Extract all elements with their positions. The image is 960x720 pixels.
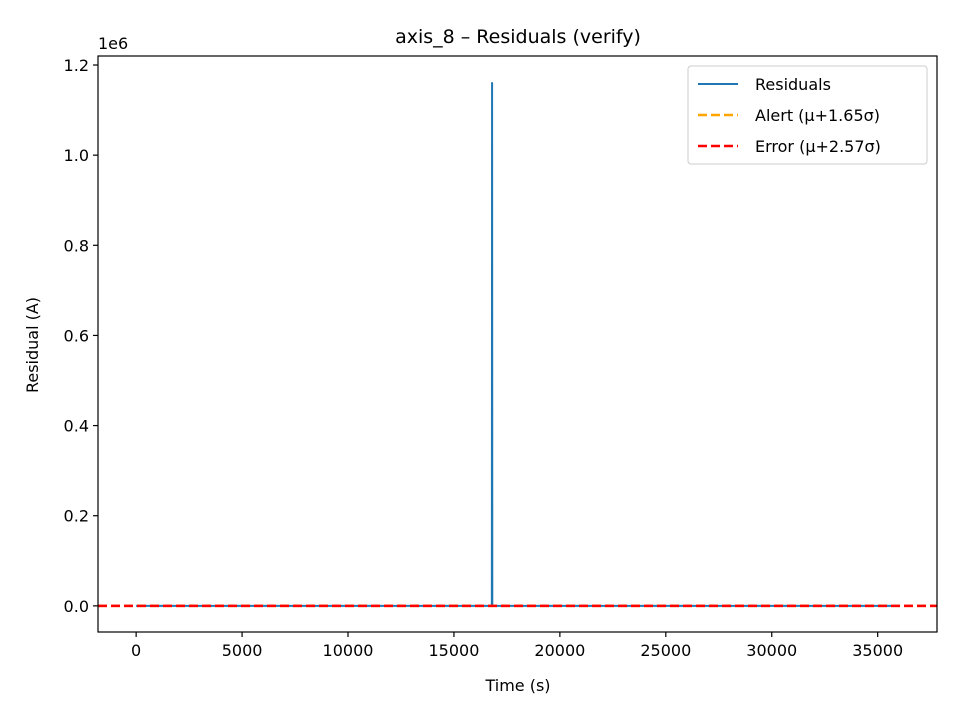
plot-frame [97, 55, 938, 633]
y-tick-label: 0.0 [64, 597, 89, 616]
legend: Residuals Alert (μ+1.65σ) Error (μ+2.57σ) [687, 65, 928, 165]
legend-box [687, 65, 928, 165]
x-axis-title: Time (s) [484, 676, 550, 695]
chart-title: axis_8 – Residuals (verify) [395, 26, 641, 48]
x-tick-label: 35000 [852, 641, 903, 660]
legend-label: Error (μ+2.57σ) [755, 137, 881, 156]
y-tick-label: 0.8 [64, 236, 89, 255]
x-tick-label: 15000 [428, 641, 479, 660]
x-tick-label: 10000 [323, 641, 374, 660]
y-tick-label: 1.0 [64, 146, 89, 165]
plot-area [98, 82, 937, 608]
y-axis-title: Residual (A) [23, 297, 42, 393]
x-tick-label: 20000 [534, 641, 585, 660]
x-tick-label: 25000 [640, 641, 691, 660]
legend-label: Residuals [755, 75, 831, 94]
x-tick-label: 5000 [222, 641, 263, 660]
axes: 0 5000 10000 15000 20000 25000 30000 35000 0.0 0.… [64, 55, 938, 660]
x-tick-label: 30000 [746, 641, 797, 660]
y-tick-label: 0.4 [64, 417, 89, 436]
y-offset-label: 1e6 [98, 34, 128, 53]
y-tick-label: 1.2 [64, 56, 89, 75]
y-tick-label: 0.2 [64, 507, 89, 526]
legend-label: Alert (μ+1.65σ) [755, 106, 880, 125]
x-tick-label: 0 [131, 641, 141, 660]
y-tick-label: 0.6 [64, 326, 89, 345]
